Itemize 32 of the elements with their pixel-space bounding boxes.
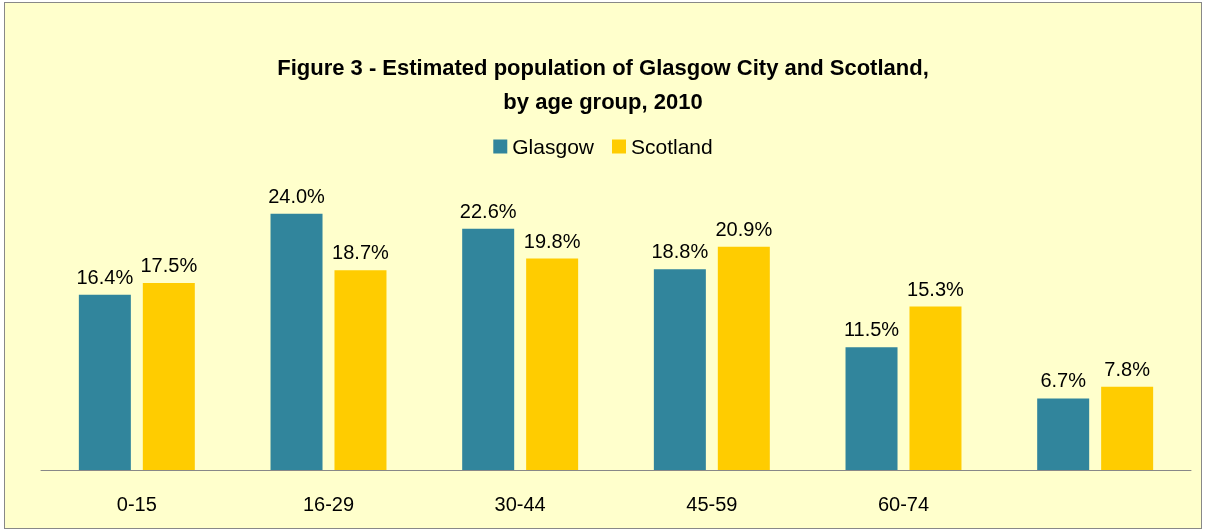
bar bbox=[78, 294, 131, 470]
bar bbox=[1101, 386, 1154, 470]
bar bbox=[142, 283, 195, 470]
x-tick-label: 30-44 bbox=[494, 493, 546, 515]
data-label: 19.8% bbox=[523, 229, 581, 252]
data-label: 20.9% bbox=[715, 217, 773, 240]
bar bbox=[334, 270, 387, 470]
x-tick-label: 60-74 bbox=[877, 493, 930, 515]
bar bbox=[653, 269, 706, 470]
x-tick-label: 16-29 bbox=[302, 493, 355, 515]
data-label: 16.4% bbox=[76, 265, 134, 288]
bar bbox=[1037, 398, 1090, 470]
legend-label: Scotland bbox=[630, 135, 713, 158]
data-label: 7.8% bbox=[1104, 357, 1151, 380]
data-label: 11.5% bbox=[843, 318, 900, 341]
bar bbox=[462, 228, 515, 470]
data-label: 18.7% bbox=[332, 241, 390, 264]
data-label: 22.6% bbox=[459, 199, 517, 222]
data-label: 6.7% bbox=[1040, 369, 1087, 392]
data-label: 15.3% bbox=[907, 277, 965, 300]
bar bbox=[845, 347, 898, 470]
bar bbox=[270, 213, 323, 470]
x-tick-label: 45-59 bbox=[686, 493, 738, 515]
bar bbox=[717, 246, 770, 470]
legend-label: Glasgow bbox=[512, 135, 595, 158]
data-label: 17.5% bbox=[140, 254, 198, 277]
chart-title: Figure 3 - Estimated population of Glasgow City and Scotland, by age group, 2010 bbox=[277, 54, 929, 114]
x-tick-label: 0-15 bbox=[116, 493, 157, 515]
data-label: 18.8% bbox=[651, 240, 709, 263]
bar bbox=[526, 258, 579, 470]
bar bbox=[909, 306, 962, 470]
data-label: 24.0% bbox=[268, 184, 326, 207]
